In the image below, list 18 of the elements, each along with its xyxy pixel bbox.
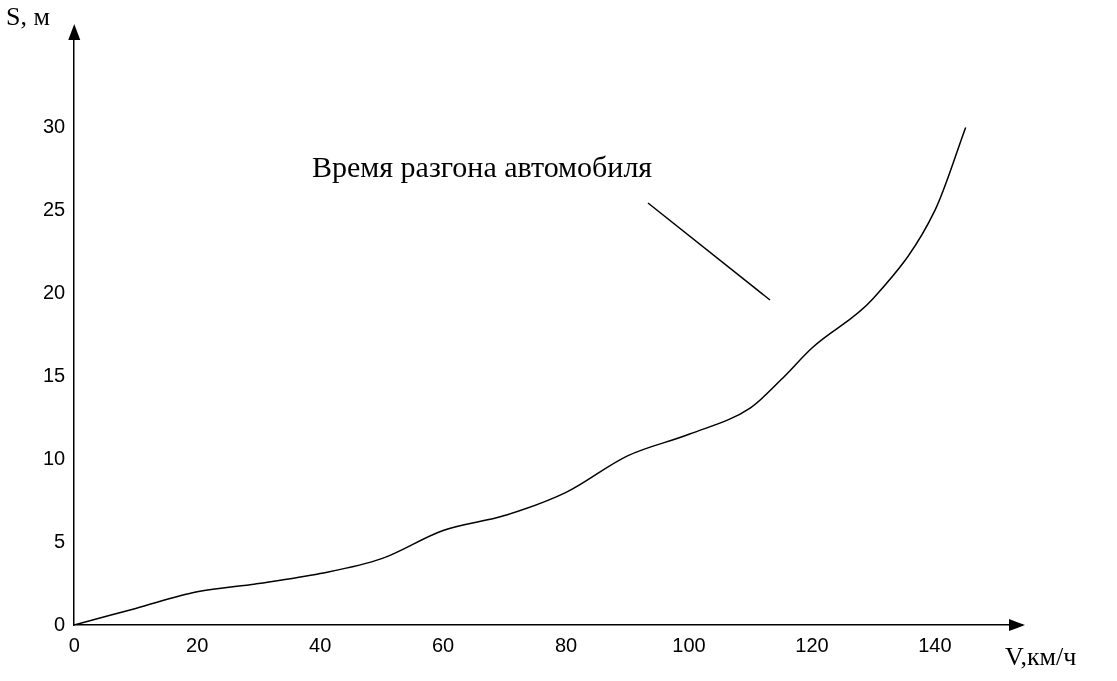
x-tick-label: 100: [672, 633, 706, 656]
x-axis-title: V,км/ч: [1005, 642, 1077, 672]
x-tick-label: 60: [431, 633, 455, 656]
y-tick-label: 0: [54, 612, 66, 635]
x-tick-label: 40: [309, 633, 332, 656]
y-tick-label: 25: [43, 197, 66, 220]
x-tick-label: 80: [554, 633, 578, 656]
y-tick-label: 30: [43, 115, 66, 138]
y-axis-title: S, м: [6, 2, 50, 32]
y-tick-label: 20: [43, 280, 66, 303]
y-tick-label: 10: [43, 446, 66, 469]
x-tick-label: 140: [918, 633, 952, 656]
x-tick-label: 20: [186, 633, 209, 656]
x-tick-label: 0: [68, 633, 80, 656]
x-tick-label: 120: [795, 633, 829, 656]
y-tick-label: 15: [43, 363, 66, 386]
y-tick-label: 5: [54, 529, 66, 552]
annotation: Время разгона автомобиля: [312, 150, 653, 184]
